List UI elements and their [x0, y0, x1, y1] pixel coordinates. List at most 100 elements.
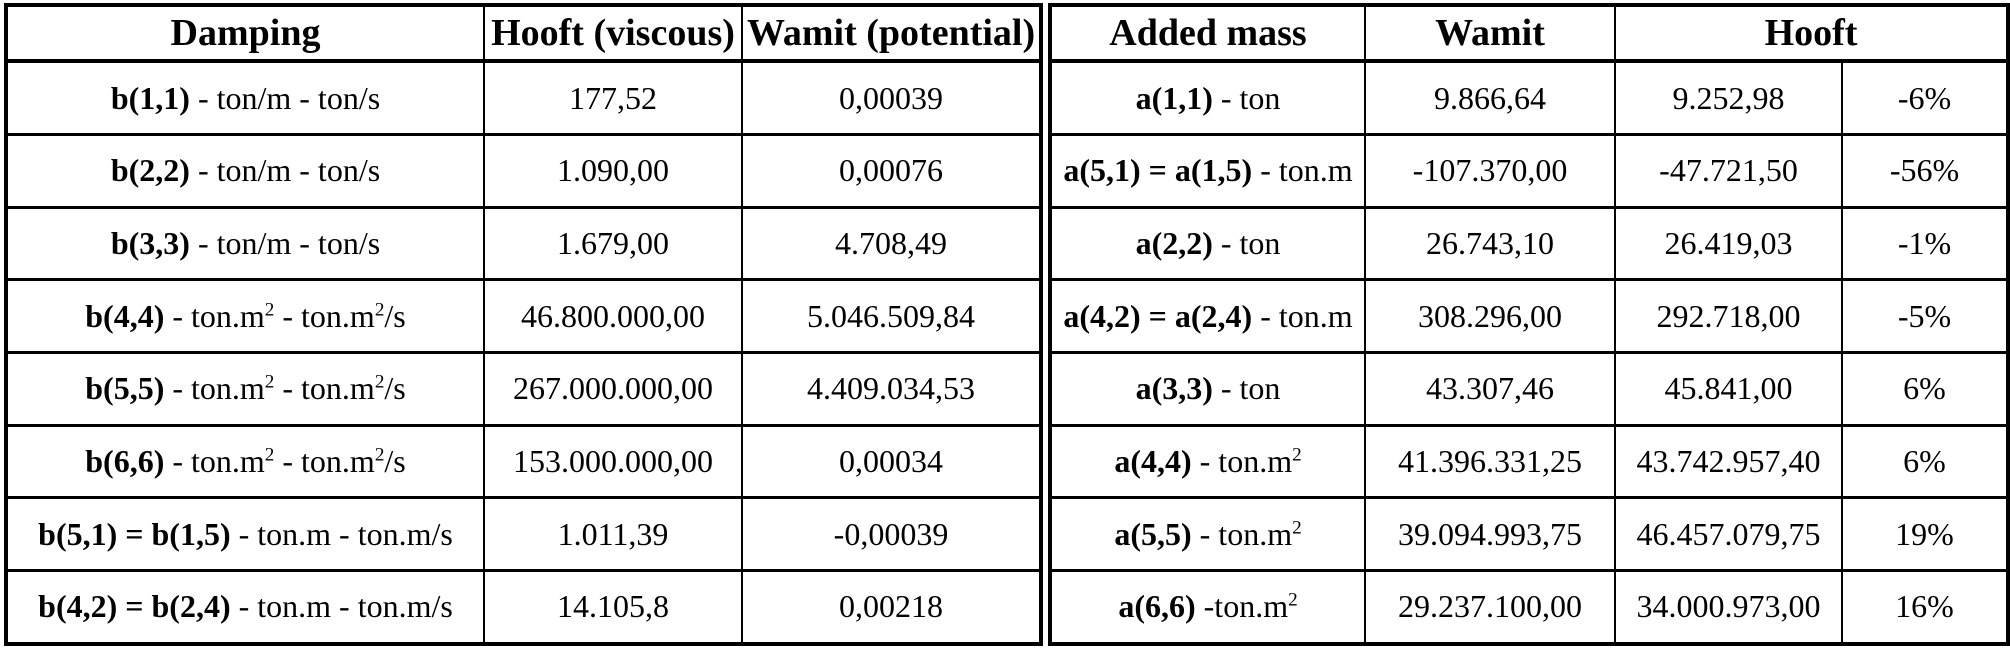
wamit-potential-value: 0,00076 [741, 133, 1042, 209]
row-label: b(5,5) - ton.m2 - ton.m2/s [5, 350, 485, 427]
row-label: a(4,2) = a(2,4) - ton.m [1049, 278, 1366, 354]
row-label: a(2,2) - ton [1049, 205, 1366, 282]
coefficient-unit: - ton/m - ton/s [189, 225, 381, 261]
hooft-value: 34.000.973,00 [1614, 568, 1843, 646]
table-row: a(4,2) = a(2,4) - ton.m 308.296,00 292.7… [1049, 278, 2009, 354]
row-label: a(5,5) - ton.m2 [1049, 496, 1366, 572]
hooft-value: 292.718,00 [1614, 278, 1843, 354]
wamit-value: 29.237.100,00 [1364, 568, 1616, 646]
hooft-viscous-header: Hooft (viscous) [483, 3, 743, 63]
wamit-potential-value: 5.046.509,84 [741, 278, 1042, 354]
hooft-value: 46.457.079,75 [1614, 496, 1843, 572]
coefficient-name: b(2,2) [110, 152, 190, 189]
coefficient-name: b(3,3) [110, 225, 190, 261]
table-row: b(2,2) - ton/m - ton/s 1.090,00 0,00076 [5, 133, 1042, 209]
wamit-value: 39.094.993,75 [1364, 496, 1616, 572]
row-label: a(6,6) -ton.m2 [1049, 568, 1366, 646]
row-label: b(2,2) - ton/m - ton/s [5, 133, 485, 209]
coefficient-unit: - ton/m - ton/s [189, 152, 381, 189]
table-row: a(6,6) -ton.m2 29.237.100,00 34.000.973,… [1049, 568, 2009, 646]
added-mass-header-row: Added mass Wamit Hooft [1049, 3, 2009, 63]
hooft-viscous-value: 153.000.000,00 [483, 423, 743, 500]
coefficient-name: b(6,6) [85, 442, 165, 479]
row-label: a(3,3) - ton [1049, 350, 1366, 427]
coefficient-name: a(2,2) [1135, 225, 1213, 261]
coefficient-unit: - ton.m2 [1191, 442, 1302, 479]
wamit-value: 26.743,10 [1364, 205, 1616, 282]
table-row: a(1,1) - ton 9.866,64 9.252,98 -6% [1049, 59, 2009, 137]
wamit-potential-header: Wamit (potential) [741, 3, 1042, 63]
row-label: b(4,2) = b(2,4) - ton.m - ton.m/s [5, 568, 485, 646]
hooft-value: 43.742.957,40 [1614, 423, 1843, 500]
coefficient-unit: - ton.m - ton.m/s [230, 515, 453, 552]
wamit-value: 41.396.331,25 [1364, 423, 1616, 500]
difference-percent: 6% [1841, 423, 2009, 500]
table-row: a(4,4) - ton.m2 41.396.331,25 43.742.957… [1049, 423, 2009, 500]
hooft-viscous-value: 1.011,39 [483, 496, 743, 572]
wamit-value: 9.866,64 [1364, 59, 1616, 137]
hooft-value: -47.721,50 [1614, 133, 1843, 209]
difference-percent: 19% [1841, 496, 2009, 572]
table-row: b(4,4) - ton.m2 - ton.m2/s 46.800.000,00… [5, 278, 1042, 354]
wamit-potential-value: 0,00218 [741, 568, 1042, 646]
coefficient-name: a(1,1) [1135, 79, 1213, 116]
difference-percent: -5% [1841, 278, 2009, 354]
wamit-potential-value: 0,00034 [741, 423, 1042, 500]
coefficient-name: b(1,1) [110, 79, 190, 116]
coefficient-unit: - ton.m2 [1191, 515, 1302, 552]
row-label: a(5,1) = a(1,5) - ton.m [1049, 133, 1366, 209]
row-label: a(1,1) - ton [1049, 59, 1366, 137]
wamit-potential-value: 4.409.034,53 [741, 350, 1042, 427]
wamit-potential-value: 4.708,49 [741, 205, 1042, 282]
hooft-viscous-value: 46.800.000,00 [483, 278, 743, 354]
coefficient-name: a(5,1) = a(1,5) [1063, 152, 1253, 189]
hooft-value: 26.419,03 [1614, 205, 1843, 282]
row-label: b(4,4) - ton.m2 - ton.m2/s [5, 278, 485, 354]
coefficient-unit: - ton.m2 - ton.m2/s [164, 370, 406, 407]
table-row: b(3,3) - ton/m - ton/s 1.679,00 4.708,49 [5, 205, 1042, 282]
difference-percent: 16% [1841, 568, 2009, 646]
added-mass-title: Added mass [1049, 3, 1366, 63]
damping-table: Damping Hooft (viscous) Wamit (potential… [4, 3, 1043, 646]
coefficient-unit: - ton.m2 - ton.m2/s [164, 442, 406, 479]
table-row: b(6,6) - ton.m2 - ton.m2/s 153.000.000,0… [5, 423, 1042, 500]
hooft-viscous-value: 14.105,8 [483, 568, 743, 646]
coefficient-name: b(4,4) [85, 297, 165, 334]
wamit-potential-value: 0,00039 [741, 59, 1042, 137]
coefficient-unit: - ton [1212, 225, 1281, 261]
table-row: a(2,2) - ton 26.743,10 26.419,03 -1% [1049, 205, 2009, 282]
wamit-value: -107.370,00 [1364, 133, 1616, 209]
coefficient-unit: - ton.m [1252, 152, 1353, 189]
row-label: b(5,1) = b(1,5) - ton.m - ton.m/s [5, 496, 485, 572]
table-row: b(5,5) - ton.m2 - ton.m2/s 267.000.000,0… [5, 350, 1042, 427]
table-row: b(5,1) = b(1,5) - ton.m - ton.m/s 1.011,… [5, 496, 1042, 572]
coefficient-name: a(6,6) [1118, 588, 1196, 625]
difference-percent: 6% [1841, 350, 2009, 427]
coefficient-unit: - ton/m - ton/s [189, 79, 381, 116]
wamit-potential-value: -0,00039 [741, 496, 1042, 572]
table-row: a(5,1) = a(1,5) - ton.m -107.370,00 -47.… [1049, 133, 2009, 209]
hooft-value: 45.841,00 [1614, 350, 1843, 427]
row-label: b(6,6) - ton.m2 - ton.m2/s [5, 423, 485, 500]
hooft-value: 9.252,98 [1614, 59, 1843, 137]
table-row: a(3,3) - ton 43.307,46 45.841,00 6% [1049, 350, 2009, 427]
coefficient-name: b(5,1) = b(1,5) [38, 515, 231, 552]
coefficient-unit: - ton [1212, 370, 1281, 407]
table-row: b(4,2) = b(2,4) - ton.m - ton.m/s 14.105… [5, 568, 1042, 646]
table-row: a(5,5) - ton.m2 39.094.993,75 46.457.079… [1049, 496, 2009, 572]
wamit-value: 43.307,46 [1364, 350, 1616, 427]
coefficient-name: a(5,5) [1114, 515, 1192, 552]
coefficient-name: a(4,4) [1114, 442, 1192, 479]
coefficient-name: b(5,5) [85, 370, 165, 407]
coefficient-unit: - ton.m [1252, 297, 1353, 334]
hooft-viscous-value: 267.000.000,00 [483, 350, 743, 427]
coefficient-name: a(3,3) [1135, 370, 1213, 407]
row-label: b(1,1) - ton/m - ton/s [5, 59, 485, 137]
hooft-viscous-value: 1.090,00 [483, 133, 743, 209]
row-label: a(4,4) - ton.m2 [1049, 423, 1366, 500]
hooft-viscous-value: 1.679,00 [483, 205, 743, 282]
coefficient-unit: - ton.m - ton.m/s [230, 588, 453, 625]
added-mass-table: Added mass Wamit Hooft a(1,1) - ton 9.86… [1048, 3, 2010, 646]
coefficient-unit: - ton.m2 - ton.m2/s [164, 297, 406, 334]
